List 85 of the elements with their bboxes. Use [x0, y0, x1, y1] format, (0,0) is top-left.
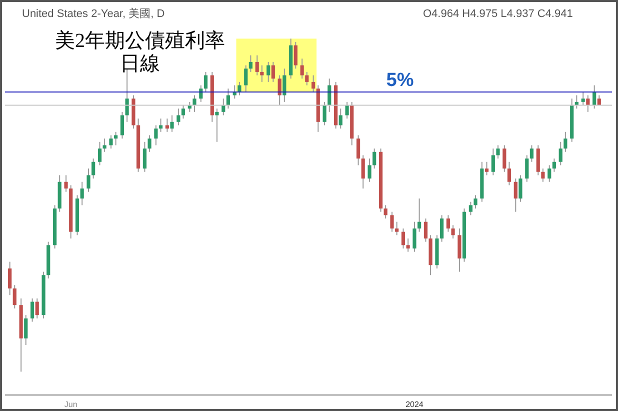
- text: 日線: [120, 53, 160, 75]
- candlestick: [356, 134, 360, 166]
- candlestick: [24, 314, 28, 346]
- candlestick: [592, 84, 596, 110]
- candlestick: [192, 94, 196, 112]
- candlestick: [248, 54, 252, 72]
- candlestick: [260, 64, 264, 82]
- candlestick: [496, 144, 500, 160]
- candlestick: [502, 144, 506, 172]
- candlestick: [468, 201, 472, 216]
- candlestick: [525, 154, 529, 182]
- candlestick: [412, 221, 416, 252]
- candlestick: [384, 204, 388, 219]
- candlestick: [120, 111, 124, 140]
- candlestick: [514, 178, 518, 212]
- candlestick: [98, 141, 102, 166]
- candlestick: [35, 298, 39, 319]
- candlestick: [368, 158, 372, 182]
- candlestick: [484, 161, 489, 176]
- candlestick: [361, 154, 365, 190]
- candlestick: [322, 101, 326, 126]
- candlestick: [564, 131, 568, 152]
- candlestick: [418, 198, 422, 232]
- candlestick: [491, 148, 495, 176]
- candlestick: [474, 194, 478, 209]
- candlestick: [64, 174, 68, 192]
- candlestick: [215, 108, 219, 142]
- candlestick: [181, 104, 186, 120]
- candlestick: [345, 101, 349, 120]
- candlestick: [102, 138, 106, 152]
- candlestick: [30, 298, 34, 322]
- candlestick: [300, 58, 304, 80]
- candlestick: [406, 238, 410, 252]
- candlestick: [424, 218, 428, 242]
- candlestick: [338, 108, 342, 130]
- candlestick: [282, 68, 286, 102]
- candlestick: [278, 74, 282, 106]
- x-tick-label: 2024: [406, 400, 424, 409]
- text: United States 2-Year, 美國, D: [22, 7, 165, 20]
- candlestick: [440, 214, 444, 242]
- candlestick: [548, 164, 552, 182]
- candlestick: [395, 221, 399, 236]
- candlestick: [226, 88, 230, 110]
- candlestick: [530, 144, 534, 162]
- candlestick: [581, 91, 585, 106]
- candlestick: [165, 118, 169, 132]
- candlestick: [328, 78, 332, 112]
- candlestick: [266, 61, 270, 82]
- candlestick: [541, 168, 545, 182]
- candlestick: [114, 131, 118, 146]
- candlestick: [552, 158, 556, 172]
- candlestick: [271, 61, 275, 82]
- candlestick: [176, 108, 180, 126]
- candlestick: [12, 284, 16, 309]
- candlestick: [148, 134, 152, 152]
- candlestick: [244, 64, 248, 92]
- candlestick: [80, 181, 84, 206]
- candlestick: [451, 224, 455, 239]
- candlestick: [8, 261, 12, 296]
- candlestick: [86, 168, 90, 192]
- candlestick: [390, 211, 394, 232]
- candlestick: [446, 214, 450, 232]
- candlestick: [401, 228, 406, 249]
- candlestick: [305, 71, 309, 86]
- candlestick: [586, 94, 590, 112]
- text: O4.964 H4.975 L4.937 C4.941: [423, 8, 573, 20]
- candlestick: [158, 118, 163, 132]
- candlestick: [458, 228, 462, 272]
- candlestick: [312, 74, 316, 92]
- annotation: 5%: [386, 70, 414, 91]
- candlestick: [255, 54, 259, 76]
- x-tick-label: Jun: [64, 400, 78, 409]
- candlestick: [294, 41, 298, 70]
- candlestick: [558, 141, 562, 166]
- chart-title: 美2年期公債殖利率: [55, 29, 225, 52]
- candlestick: [170, 114, 174, 132]
- candlestick: [204, 71, 208, 92]
- candlestick: [536, 144, 540, 176]
- candlestick: [109, 134, 113, 150]
- candlestick: [518, 174, 522, 202]
- candlestick: [142, 141, 147, 172]
- candlestick: [154, 124, 158, 146]
- candlestick: [372, 148, 376, 170]
- candlestick: [507, 161, 512, 186]
- candlestick: [92, 158, 96, 180]
